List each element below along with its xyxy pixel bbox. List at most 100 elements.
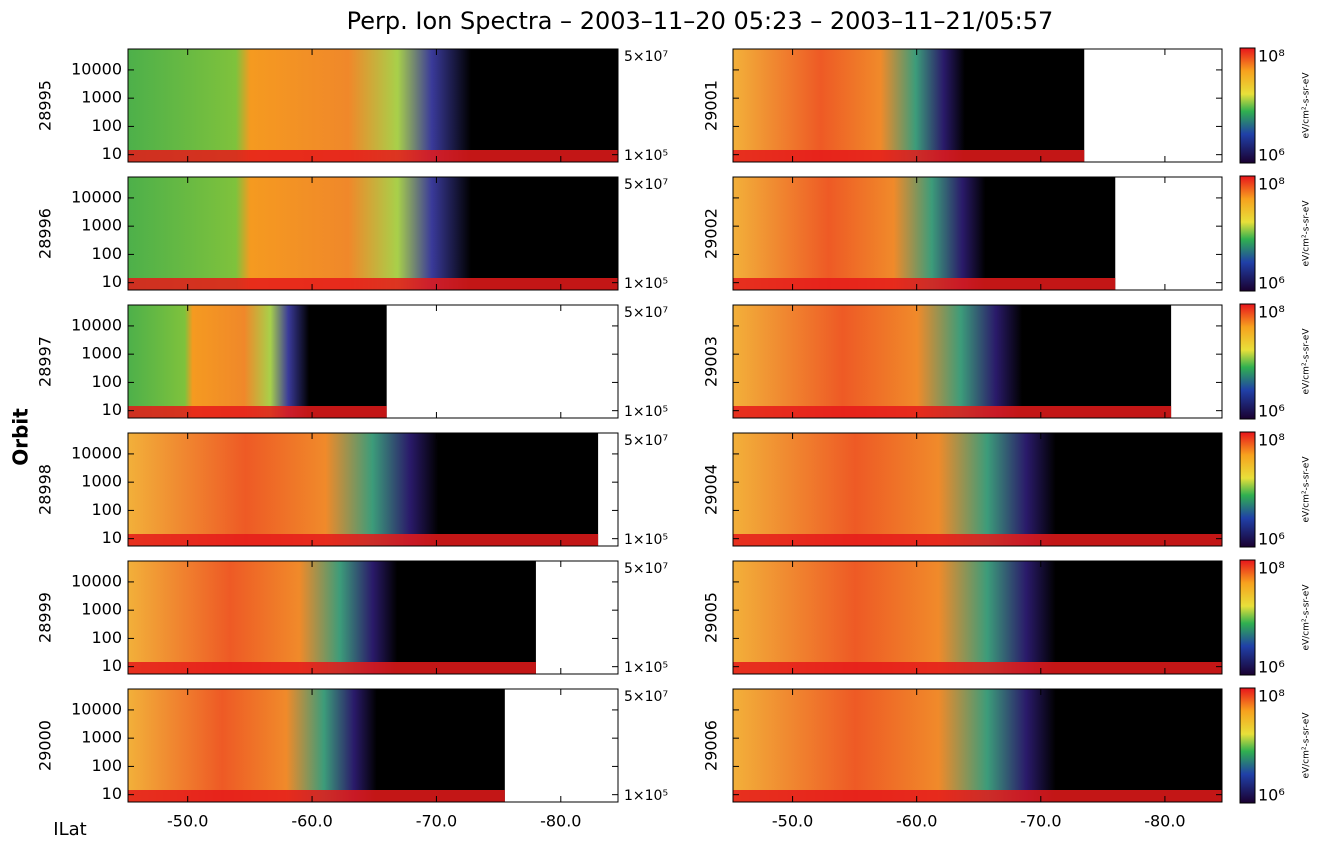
x-tick-label: -60.0 — [896, 812, 937, 831]
low-energy-band — [733, 278, 1116, 290]
y-tick-label: 10000 — [71, 59, 122, 78]
y-tick-label: 100 — [91, 244, 122, 263]
low-energy-band — [733, 150, 1085, 162]
panel-frame — [732, 560, 1223, 675]
low-energy-band — [733, 534, 1222, 546]
y-tick-label: 100 — [91, 116, 122, 135]
y-tick-label: 1000 — [81, 728, 122, 747]
panel-frame — [127, 304, 619, 419]
x-axis-label: ILat — [53, 819, 86, 840]
orbit-label: 28999 — [36, 592, 55, 643]
orbit-label: 29006 — [702, 720, 721, 771]
low-energy-band — [733, 790, 1222, 802]
scale-min: 1×10⁵ — [624, 148, 668, 164]
y-tick-label: 10000 — [71, 571, 122, 590]
orbit-label: 28998 — [36, 464, 55, 515]
colorbar-max: 10⁸ — [1258, 47, 1285, 66]
colorbar-max: 10⁸ — [1258, 559, 1285, 578]
y-tick-label: 1000 — [81, 344, 122, 363]
spectrogram — [733, 561, 1222, 674]
y-axis-label: Orbit — [9, 408, 33, 466]
panel-frame — [127, 176, 619, 291]
orbit-label: 29002 — [702, 208, 721, 259]
colorbar-max: 10⁸ — [1258, 431, 1285, 450]
x-tick-label: -50.0 — [167, 812, 208, 831]
spectrogram — [128, 561, 536, 674]
spectrogram — [733, 49, 1085, 162]
x-tick-label: -80.0 — [540, 812, 581, 831]
scale-max: 5×10⁷ — [624, 433, 668, 449]
panel-frame — [127, 560, 619, 675]
low-energy-band — [128, 662, 536, 674]
scale-max: 5×10⁷ — [624, 305, 668, 321]
colorbar — [1239, 175, 1256, 292]
y-tick-label: 100 — [91, 500, 122, 519]
colorbar — [1239, 303, 1256, 420]
scale-max: 5×10⁷ — [624, 177, 668, 193]
colorbar-unit: eV/cm²-s-sr-eV — [1302, 328, 1312, 395]
low-energy-band — [733, 406, 1172, 418]
spectrogram — [733, 177, 1116, 290]
title: Perp. Ion Spectra – 2003–11–20 05:23 – 2… — [347, 7, 1054, 35]
low-energy-band — [128, 534, 599, 546]
scale-max: 5×10⁷ — [624, 689, 668, 705]
low-energy-band — [733, 662, 1222, 674]
panel-frame — [732, 432, 1223, 547]
colorbar — [1239, 431, 1256, 548]
y-tick-label: 1000 — [81, 472, 122, 491]
scale-min: 1×10⁵ — [624, 276, 668, 292]
colorbar — [1239, 47, 1256, 164]
orbit-label: 28996 — [36, 208, 55, 259]
colorbar-unit: eV/cm²-s-sr-eV — [1302, 456, 1312, 523]
low-energy-band — [128, 406, 387, 418]
colorbar-max: 10⁸ — [1258, 175, 1285, 194]
scale-min: 1×10⁵ — [624, 404, 668, 420]
spectrogram — [128, 689, 505, 802]
scale-min: 1×10⁵ — [624, 532, 668, 548]
scale-max: 5×10⁷ — [624, 561, 668, 577]
colorbar-unit: eV/cm²-s-sr-eV — [1302, 200, 1312, 267]
y-tick-label: 1000 — [81, 88, 122, 107]
colorbar-min: 10⁶ — [1258, 274, 1285, 293]
scale-min: 1×10⁵ — [624, 660, 668, 676]
orbit-label: 29003 — [702, 336, 721, 387]
low-energy-band — [128, 790, 505, 802]
panel-frame — [127, 48, 619, 163]
x-tick-label: -70.0 — [416, 812, 457, 831]
y-tick-label: 10000 — [71, 315, 122, 334]
scale-max: 5×10⁷ — [624, 49, 668, 65]
y-tick-label: 10 — [102, 656, 122, 675]
colorbar-unit: eV/cm²-s-sr-eV — [1302, 72, 1312, 139]
y-tick-label: 1000 — [81, 600, 122, 619]
panel-frame — [127, 688, 619, 803]
spectrogram — [128, 433, 599, 546]
y-tick-label: 100 — [91, 628, 122, 647]
colorbar — [1239, 559, 1256, 676]
colorbar — [1239, 687, 1256, 804]
y-tick-label: 100 — [91, 372, 122, 391]
colorbar-min: 10⁶ — [1258, 146, 1285, 165]
y-tick-label: 10000 — [71, 187, 122, 206]
low-energy-band — [128, 150, 618, 162]
y-tick-label: 10000 — [71, 443, 122, 462]
y-tick-label: 100 — [91, 756, 122, 775]
panel-frame — [732, 304, 1223, 419]
y-tick-label: 1000 — [81, 216, 122, 235]
y-tick-label: 10 — [102, 272, 122, 291]
panel-frame — [127, 432, 619, 547]
colorbar-min: 10⁶ — [1258, 402, 1285, 421]
orbit-label: 29004 — [702, 464, 721, 515]
y-tick-label: 10 — [102, 528, 122, 547]
x-tick-label: -70.0 — [1020, 812, 1061, 831]
x-tick-label: -80.0 — [1144, 812, 1185, 831]
scale-min: 1×10⁵ — [624, 788, 668, 804]
orbit-label: 29000 — [36, 720, 55, 771]
colorbar-min: 10⁶ — [1258, 658, 1285, 677]
low-energy-band — [128, 278, 618, 290]
colorbar-unit: eV/cm²-s-sr-eV — [1302, 584, 1312, 651]
colorbar-max: 10⁸ — [1258, 303, 1285, 322]
x-tick-label: -50.0 — [772, 812, 813, 831]
x-tick-label: -60.0 — [291, 812, 332, 831]
orbit-label: 28997 — [36, 336, 55, 387]
